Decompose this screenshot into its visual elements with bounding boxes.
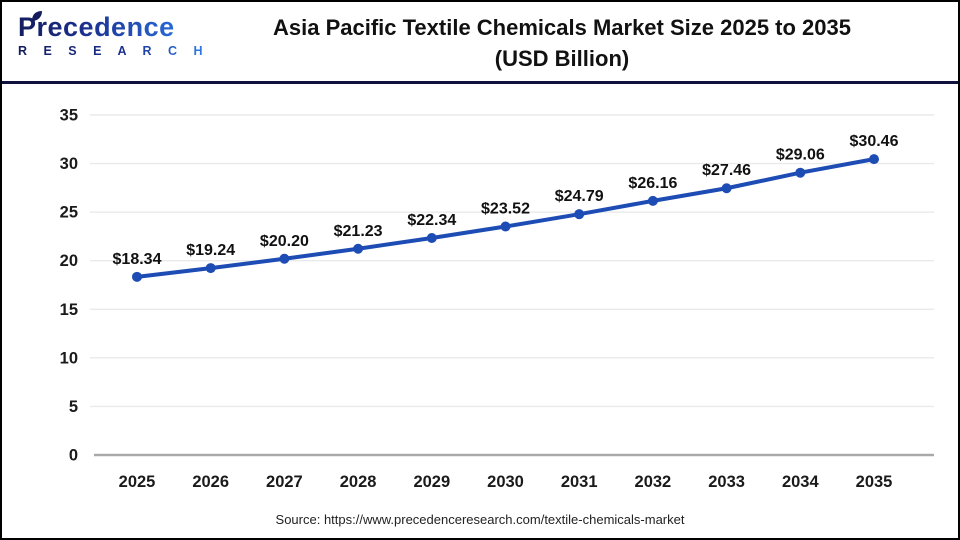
y-axis-tick-label: 25 [60, 204, 78, 222]
x-axis-tick-label: 2026 [192, 473, 229, 491]
x-axis-tick-label: 2028 [340, 473, 377, 491]
leaf-icon [32, 11, 42, 21]
header-divider [2, 81, 958, 84]
chart-title-line-2: (USD Billion) [494, 46, 630, 71]
x-axis-tick-label: 2031 [561, 473, 598, 491]
data-point-label: $23.52 [481, 201, 530, 218]
data-point [721, 183, 732, 194]
series-line [135, 157, 876, 279]
data-point [205, 263, 216, 274]
data-point [647, 195, 658, 206]
data-point-label: $29.06 [776, 147, 825, 164]
x-axis-tick-label: 2025 [119, 473, 156, 491]
chart-title: Asia Pacific Textile Chemicals Market Si… [162, 12, 958, 74]
y-axis-tick-label: 20 [60, 252, 78, 270]
precedence-research-logo: Precedence R E S E A R C H [18, 11, 210, 58]
data-point-label: $22.34 [407, 212, 456, 229]
source-attribution: Source: https://www.precedenceresearch.c… [275, 512, 685, 527]
logo-wordmark: Precedence [18, 14, 209, 41]
x-axis-tick-label: 2029 [413, 473, 450, 491]
x-axis-tick-label: 2027 [266, 473, 303, 491]
data-point-label: $19.24 [186, 242, 235, 259]
data-point-label: $20.20 [260, 233, 309, 250]
y-axis-tick-label: 30 [60, 155, 78, 173]
y-axis-tick-label: 5 [69, 398, 78, 416]
chart-title-line-1: Asia Pacific Textile Chemicals Market Si… [272, 15, 851, 40]
data-point-label: $30.46 [850, 133, 899, 150]
x-axis-tick-label: 2033 [708, 473, 745, 491]
data-point [500, 221, 511, 232]
logo-subtitle: R E S E A R C H [18, 44, 210, 58]
data-point [574, 209, 585, 220]
data-point [279, 253, 290, 264]
data-point [353, 243, 364, 254]
x-axis-tick-label: 2032 [635, 473, 672, 491]
y-axis-tick-label: 0 [69, 447, 78, 465]
data-point-label: $21.23 [334, 223, 383, 240]
data-point-label: $27.46 [702, 162, 751, 179]
header: Precedence R E S E A R C H Asia Pacific … [2, 2, 958, 81]
x-axis-tick-label: 2034 [782, 473, 820, 491]
y-axis-tick-label: 15 [60, 301, 78, 319]
x-axis-tick-label: 2030 [487, 473, 524, 491]
data-point [426, 232, 437, 243]
data-point-label: $18.34 [113, 251, 162, 268]
data-point [132, 271, 142, 282]
y-axis-tick-label: 35 [60, 107, 78, 125]
data-point [795, 167, 806, 178]
x-axis-tick-label: 2035 [856, 473, 893, 491]
data-point-label: $24.79 [555, 188, 604, 205]
data-point [869, 154, 879, 165]
y-axis-tick-label: 10 [60, 349, 78, 367]
data-point-label: $26.16 [628, 175, 677, 192]
